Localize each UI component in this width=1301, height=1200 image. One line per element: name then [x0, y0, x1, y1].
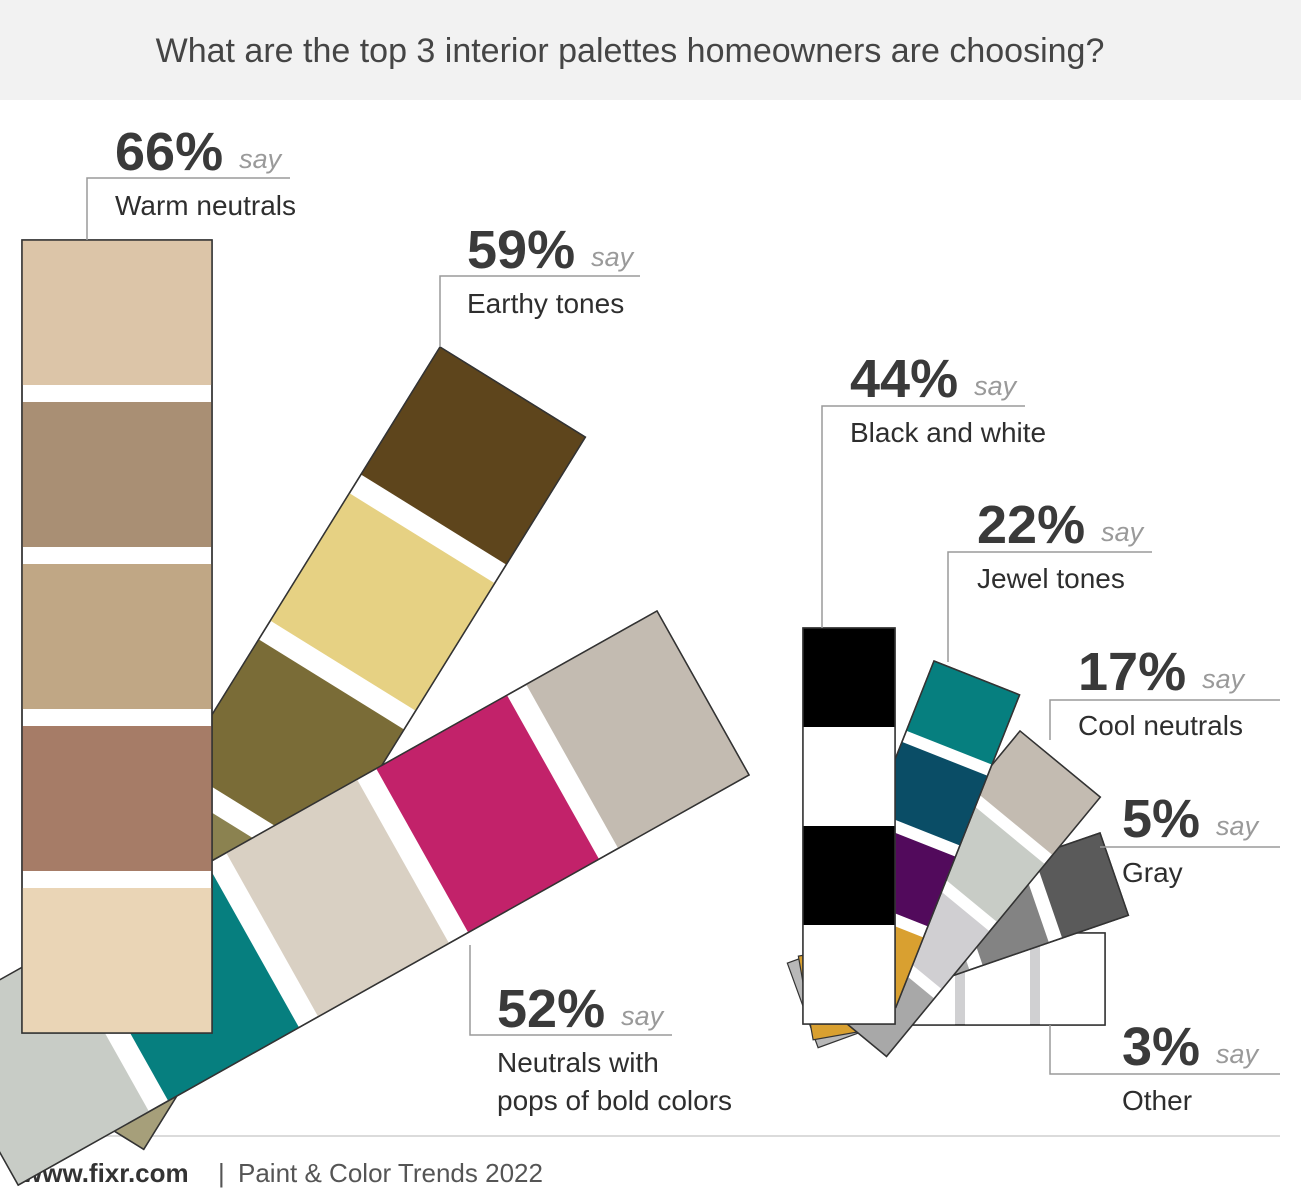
leader-line: [947, 551, 1152, 662]
swatch: [803, 826, 895, 925]
value-label: 52%: [497, 979, 605, 1039]
strip-outline: [802, 627, 896, 1025]
value-label: 22%: [977, 495, 1085, 555]
swatch: [526, 611, 750, 849]
header-band: [0, 0, 1301, 100]
leader-line: [86, 177, 290, 240]
leader-line: [469, 945, 672, 1036]
label-suffix: say: [621, 1001, 665, 1031]
swatch: [360, 347, 586, 565]
swatch: [803, 925, 895, 1024]
swatch: [226, 779, 450, 1017]
value-label: 5%: [1122, 789, 1200, 849]
strip-outline: [21, 239, 213, 1034]
value-label: 59%: [467, 220, 575, 280]
swatch: [906, 661, 1020, 765]
label-suffix: say: [591, 242, 635, 272]
swatch: [22, 402, 212, 547]
value-label: 66%: [115, 122, 223, 182]
label-suffix: say: [974, 371, 1018, 401]
label-suffix: say: [239, 144, 283, 174]
category-label: Neutrals with pops of bold colors: [497, 1047, 732, 1116]
value-label: 3%: [1122, 1017, 1200, 1077]
swatch: [803, 628, 895, 727]
swatch: [874, 741, 988, 846]
swatch: [803, 727, 895, 826]
swatch: [22, 726, 212, 871]
leader-line: [1049, 1025, 1280, 1075]
category-label: Black and white: [850, 417, 1046, 448]
swatch-strip: [21, 239, 213, 1034]
swatch: [22, 240, 212, 385]
swatch-strip: [802, 627, 896, 1025]
swatch: [376, 695, 600, 933]
category-label: Other: [1122, 1085, 1192, 1116]
footer-source: Paint & Color Trends 2022: [238, 1158, 543, 1188]
category-label: Earthy tones: [467, 288, 624, 319]
category-label: Cool neutrals: [1078, 710, 1243, 741]
swatch: [1040, 933, 1105, 1025]
swatch: [22, 564, 212, 709]
category-label: Jewel tones: [977, 563, 1125, 594]
swatch: [0, 947, 150, 1186]
leader-line: [439, 275, 640, 347]
leader-line: [821, 405, 1025, 628]
swatch: [270, 493, 495, 711]
leader-line: [1049, 699, 1280, 740]
swatch: [22, 888, 212, 1033]
value-label: 44%: [850, 349, 958, 409]
label-suffix: say: [1216, 811, 1260, 841]
category-label: Warm neutrals: [115, 190, 296, 221]
label-suffix: say: [1101, 517, 1145, 547]
label-suffix: say: [1202, 664, 1246, 694]
swatch: [972, 731, 1101, 856]
category-label: Gray: [1122, 857, 1183, 888]
value-label: 17%: [1078, 642, 1186, 702]
chart-title: What are the top 3 interior palettes hom…: [156, 32, 1105, 70]
swatch: [1033, 833, 1129, 939]
label-suffix: say: [1216, 1039, 1260, 1069]
strip-outline: [0, 609, 751, 1187]
footer-separator: |: [218, 1158, 225, 1188]
